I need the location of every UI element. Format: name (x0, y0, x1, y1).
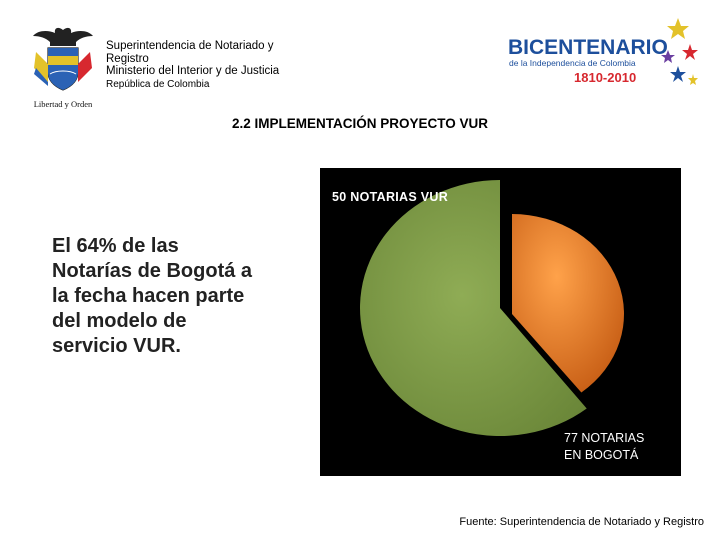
logo-years: 1810-2010 (574, 70, 636, 85)
header-entity-block: Superintendencia de Notariado y Registro… (106, 40, 316, 91)
entity-line-2: Registro (106, 52, 149, 65)
total-label: 77 NOTARIAS EN BOGOTÁ (564, 430, 674, 464)
source-note: Fuente: Superintendencia de Notariado y … (459, 516, 704, 528)
country-line: República de Colombia (106, 78, 210, 90)
entity-line-3: Ministerio del Interior y de Justicia (106, 65, 280, 77)
body-line-2: Notarías de Bogotá a (52, 260, 253, 282)
body-text: El 64% de las Notarías de Bogotá a la fe… (52, 234, 312, 359)
pie-chart (360, 180, 624, 436)
body-line-4: del modelo de (52, 310, 187, 332)
body-line-5: servicio VUR. (52, 335, 181, 357)
pie-slice-vur (512, 214, 624, 393)
slide-title: 2.2 IMPLEMENTACIÓN PROYECTO VUR (231, 116, 489, 131)
bicentenario-logo: BICENTENARIO de la Independencia de Colo… (508, 18, 698, 85)
flags-icon (34, 52, 92, 86)
coat-of-arms-logo: Libertad y Orden (33, 27, 93, 109)
body-line-3: la fecha hacen parte (52, 285, 245, 307)
body-line-1: El 64% de las (52, 235, 179, 257)
logo-subtitle: de la Independencia de Colombia (509, 58, 636, 68)
shield-icon (47, 47, 79, 91)
condor-icon (33, 27, 93, 46)
pie-chart-panel: 50 NOTARIAS VUR 77 NOTARIAS EN BOGOTÁ (320, 168, 681, 476)
coat-motto: Libertad y Orden (34, 99, 93, 109)
logo-title: BICENTENARIO (508, 36, 668, 59)
total-label-line-1: 77 NOTARIAS (564, 431, 645, 445)
pie-slice-other (360, 180, 587, 436)
total-label-line-2: EN BOGOTÁ (564, 448, 639, 462)
subset-label: 50 NOTARIAS VUR (332, 190, 449, 204)
stars-icon (661, 18, 698, 85)
entity-line-1: Superintendencia de Notariado y (106, 40, 274, 52)
